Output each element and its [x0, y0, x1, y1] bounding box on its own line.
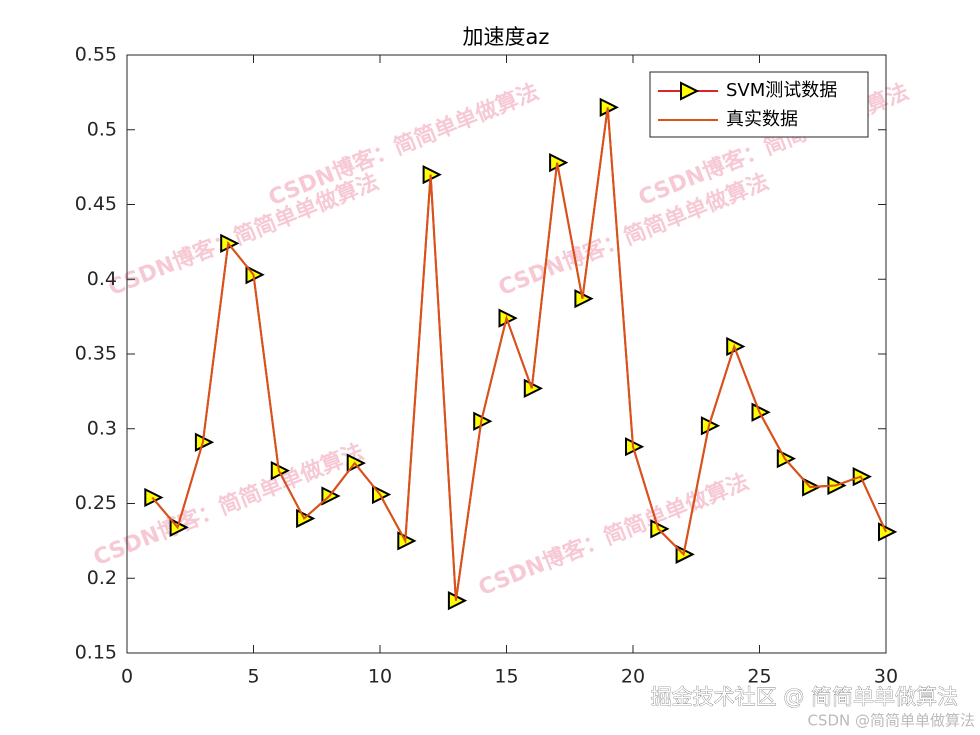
y-tick-label: 0.2 [87, 567, 117, 589]
legend-marker [680, 81, 700, 101]
footer-text: CSDN @简简单单做算法 [807, 712, 975, 730]
y-tick-label: 0.25 [75, 492, 117, 514]
chart-title: 加速度az [463, 25, 550, 49]
legend-label: 真实数据 [726, 109, 798, 130]
y-tick-label: 0.35 [75, 343, 117, 365]
x-tick-label: 20 [621, 666, 645, 688]
y-tick-label: 0.15 [75, 642, 117, 664]
y-tick-label: 0.45 [75, 193, 117, 215]
x-tick-label: 0 [121, 666, 133, 688]
series-line [151, 107, 887, 601]
x-tick-label: 10 [368, 666, 392, 688]
legend-box [649, 71, 869, 138]
x-tick-label: 5 [247, 666, 259, 688]
y-tick-label: 0.3 [87, 417, 117, 439]
x-tick-label: 15 [494, 666, 518, 688]
y-tick-label: 0.5 [87, 118, 117, 140]
x-tick-label: 25 [747, 666, 771, 688]
legend-label: SVM测试数据 [726, 80, 837, 101]
footer-text: 掘金技术社区 @ 简简单单做算法 [651, 685, 958, 709]
x-tick-label: 30 [874, 666, 898, 688]
marker [878, 522, 898, 542]
y-tick-label: 0.55 [75, 44, 117, 66]
y-tick-label: 0.4 [87, 268, 117, 290]
